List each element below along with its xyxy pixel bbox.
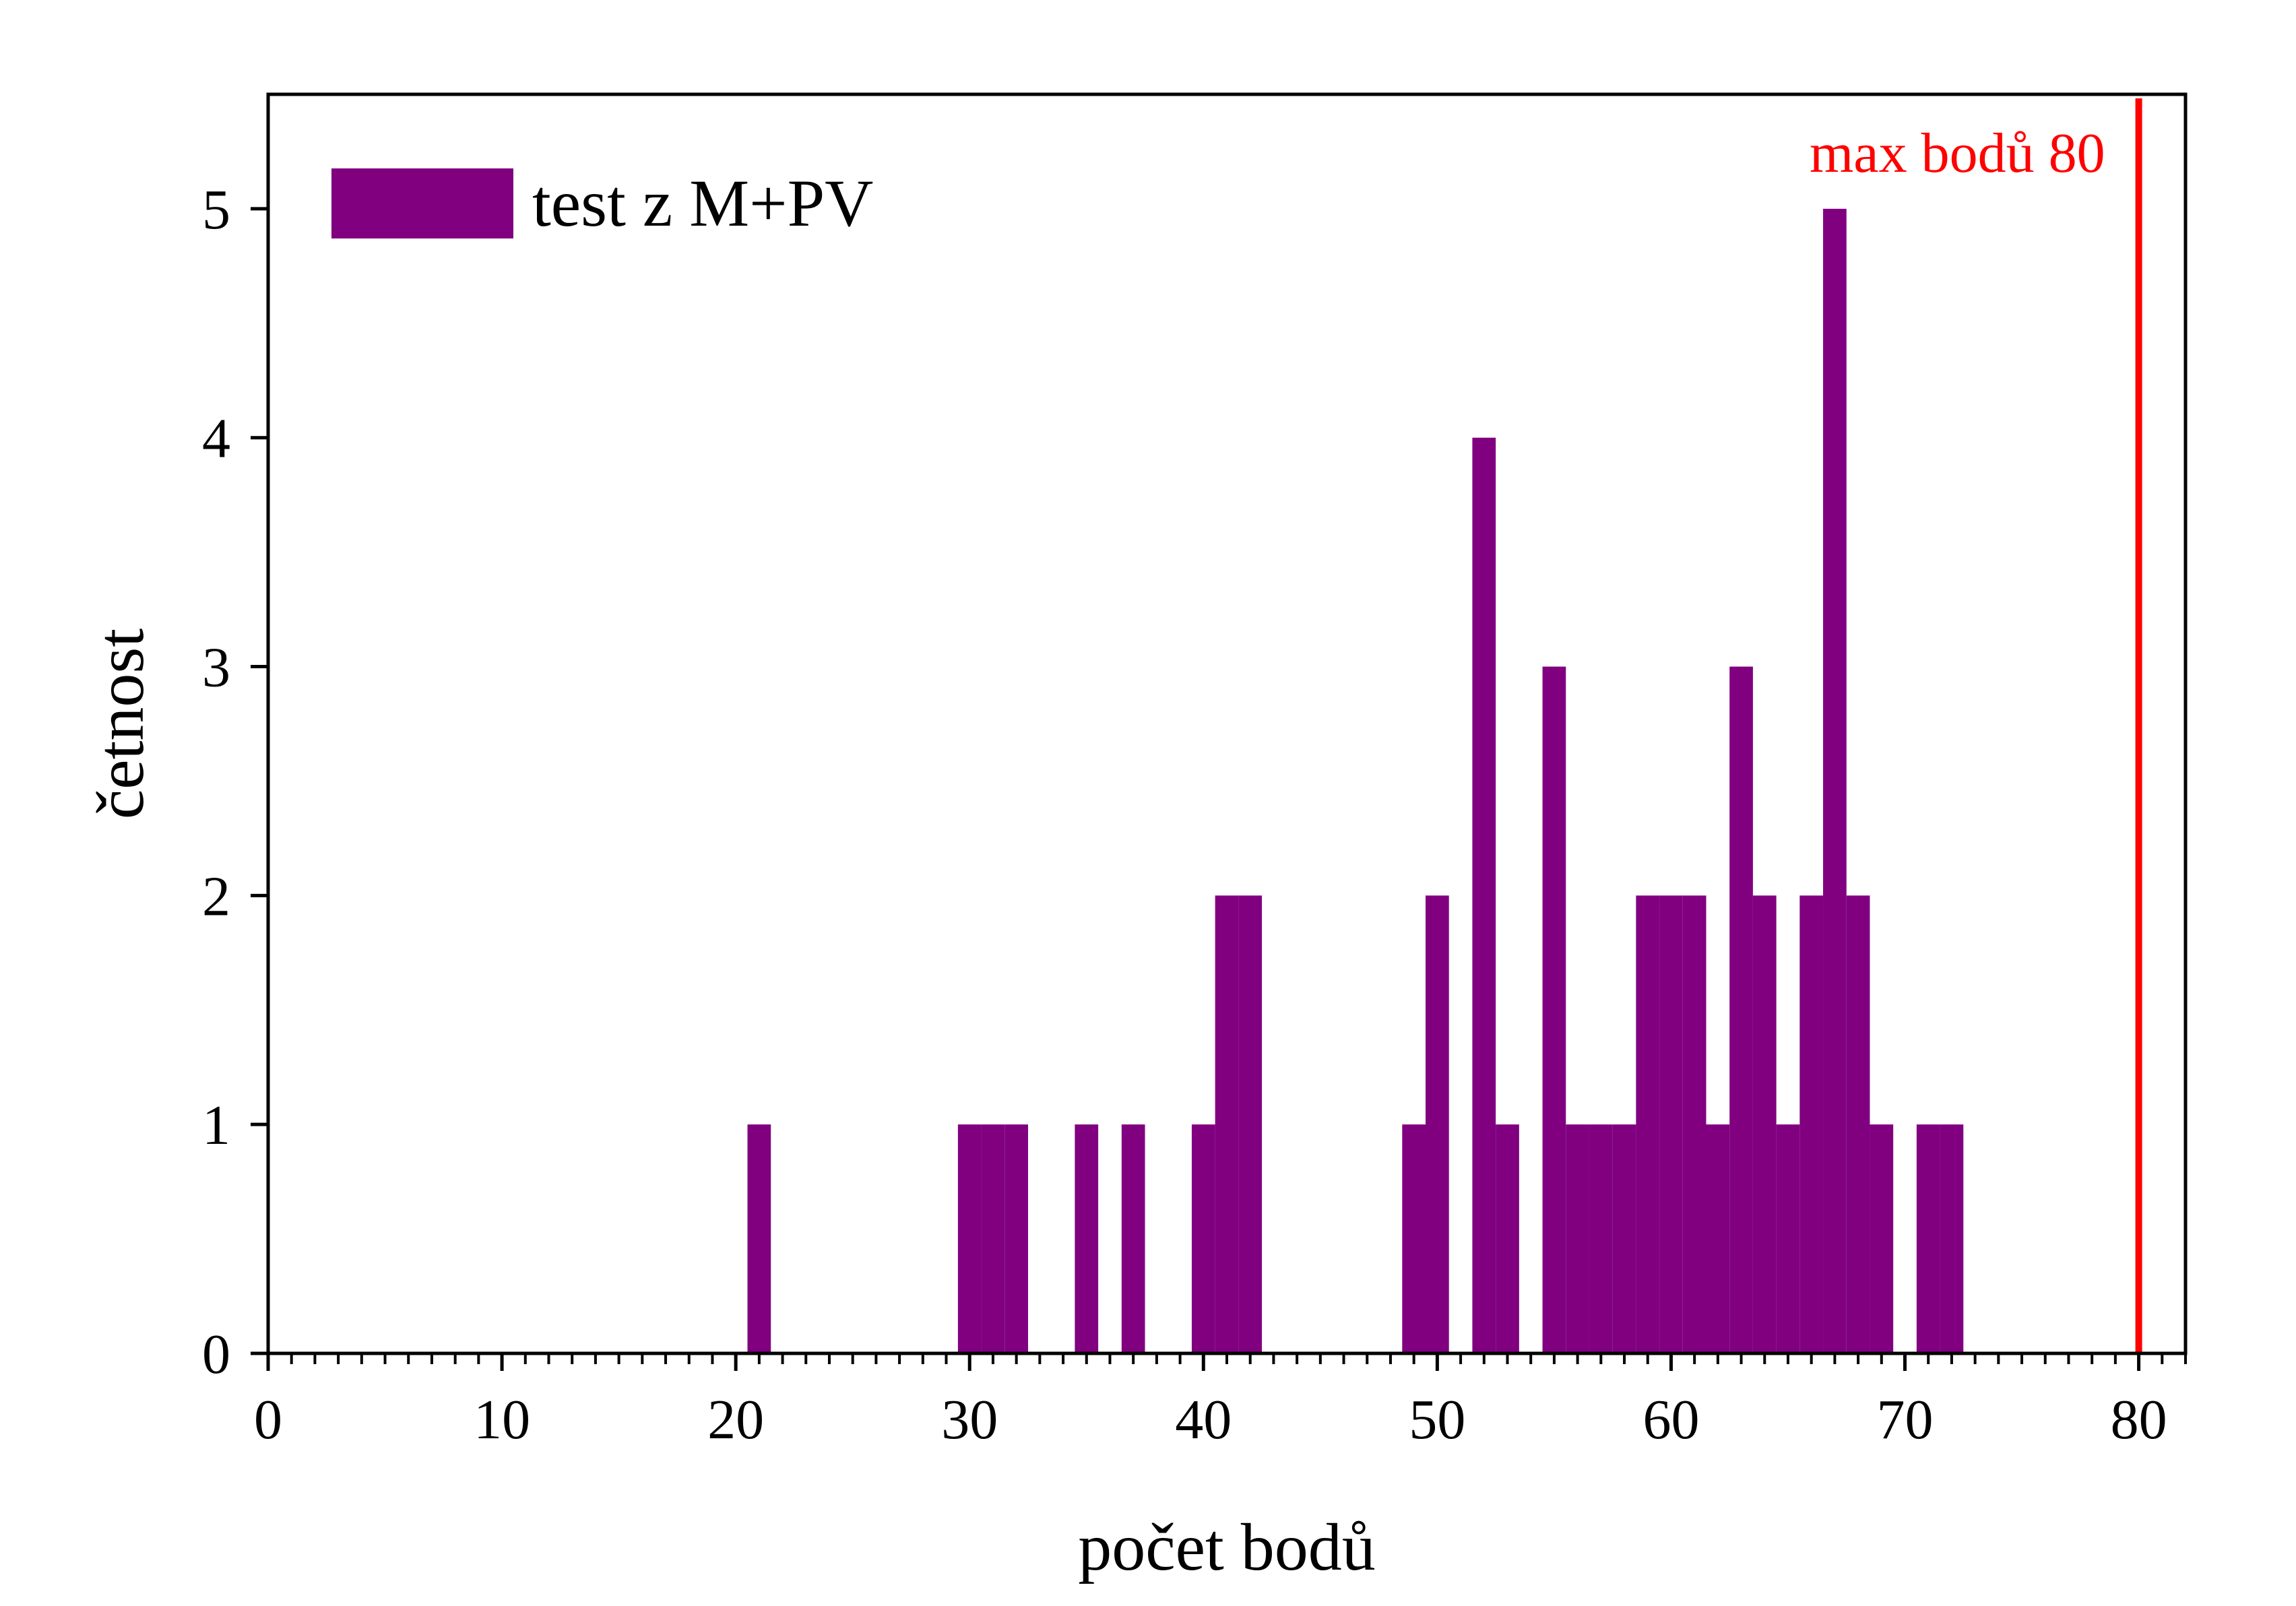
bar [1776,1124,1800,1353]
bars-layer [747,208,1964,1354]
bar [981,1124,1005,1353]
bar [1729,666,1753,1353]
reference-line-label: max bodů 80 [1810,122,2105,185]
bar [1706,1124,1730,1353]
x-tick-label: 30 [941,1388,998,1451]
bar [1612,1124,1636,1353]
bar [1589,1124,1613,1353]
axes-layer: 0 10 20 30 40 50 60 70 80 0 1 2 3 4 5 [202,92,2188,1451]
bar [747,1124,771,1353]
x-tick-label: 40 [1175,1388,1232,1451]
bar [1472,437,1496,1353]
x-tick-label: 0 [254,1388,282,1451]
y-tick-label: 1 [202,1094,230,1157]
x-tick-label: 60 [1643,1388,1699,1451]
bar [1870,1124,1894,1353]
x-tick-label: 20 [707,1388,764,1451]
x-tick-label: 70 [1877,1388,1934,1451]
bar [1238,895,1263,1353]
x-axis-label: počet bodů [1078,1510,1376,1584]
bar [1215,895,1239,1353]
bar [1823,208,1847,1354]
bar [957,1124,982,1353]
bar [1566,1124,1589,1353]
x-tick-label: 80 [2111,1388,2167,1451]
bar [1426,895,1449,1353]
bar [1846,895,1870,1353]
bar [1659,895,1683,1353]
bar [1191,1124,1215,1353]
bar [1004,1124,1028,1353]
y-tick-label: 4 [202,408,230,470]
x-tick-label: 10 [474,1388,530,1451]
bar [1682,895,1707,1353]
y-tick-label: 3 [202,637,230,699]
bar [1402,1124,1426,1353]
bar [1121,1124,1145,1353]
bar [1940,1124,1964,1353]
y-tick-label: 5 [202,179,230,241]
bar [1636,895,1660,1353]
y-tick-label: 2 [202,865,230,928]
x-tick-label: 50 [1409,1388,1465,1451]
legend-label: test z M+PV [532,166,873,240]
bar [1799,895,1824,1353]
y-tick-label: 0 [202,1323,230,1386]
bar [1752,895,1777,1353]
y-axis-label: četnost [83,629,158,819]
legend-swatch [331,168,513,238]
bar [1075,1124,1099,1353]
bar [1542,666,1566,1353]
bar [1496,1124,1519,1353]
bar [1916,1124,1940,1353]
legend: test z M+PV [331,166,873,240]
